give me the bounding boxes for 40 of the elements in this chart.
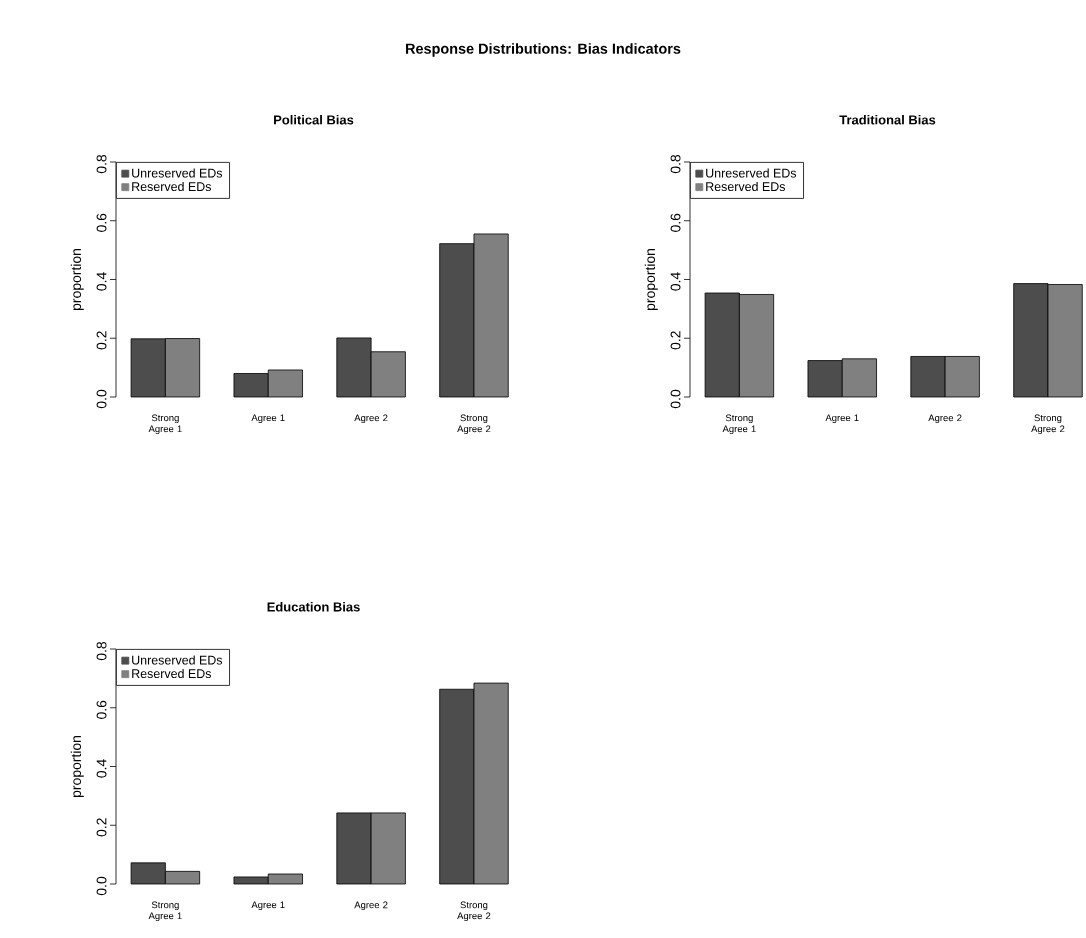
x-tick-label: Strong Agree 1 [148,901,182,922]
y-tick-label: 0.8 [670,154,681,174]
y-tick-label: 0.0 [670,389,681,409]
x-tick-label: Agree 2 [354,901,388,911]
y-tick-label: 0.0 [96,876,107,896]
x-tick-label: Strong Agree 2 [1031,414,1065,435]
chart-title: Traditional Bias [839,114,936,125]
y-axis-title: proportion [70,736,84,797]
x-tick-label: Agree 2 [928,414,962,424]
y-tick-label: 0.2 [670,331,681,350]
y-tick-label: 0.0 [96,389,107,409]
y-tick-label: 0.2 [96,331,107,350]
legend-label: Unreserved EDs [132,168,223,178]
legend-label: Reserved EDs [132,181,212,192]
text: Response Distributions: Bias Indicators [406,43,681,57]
chart-title: Education Bias [267,601,360,612]
y-tick-label: 0.6 [96,700,107,719]
y-axis-title: proportion [644,249,658,310]
x-tick-label: Strong Agree 2 [457,901,491,922]
y-tick-label: 0.6 [96,213,107,232]
x-tick-label: Strong Agree 2 [457,414,491,435]
x-tick-label: Agree 1 [825,414,859,423]
y-tick-label: 0.8 [96,154,107,174]
y-axis-title: proportion [70,249,84,310]
y-tick-label: 0.4 [670,272,681,291]
y-tick-label: 0.2 [96,818,107,837]
x-tick-label: Strong Agree 1 [148,414,182,435]
y-tick-label: 0.8 [96,641,107,661]
y-tick-label: 0.4 [96,759,107,778]
legend-label: Reserved EDs [706,181,786,192]
y-tick-label: 0.4 [96,272,107,291]
chart-title: Political Bias [274,114,354,125]
legend-label: Reserved EDs [132,668,212,679]
x-tick-label: Agree 1 [251,414,285,423]
y-tick-label: 0.6 [670,213,681,232]
x-tick-label: Agree 1 [251,901,285,910]
legend-label: Unreserved EDs [132,655,223,665]
x-tick-label: Agree 2 [354,414,388,424]
x-tick-label: Strong Agree 1 [722,414,756,435]
legend-label: Unreserved EDs [706,168,797,178]
